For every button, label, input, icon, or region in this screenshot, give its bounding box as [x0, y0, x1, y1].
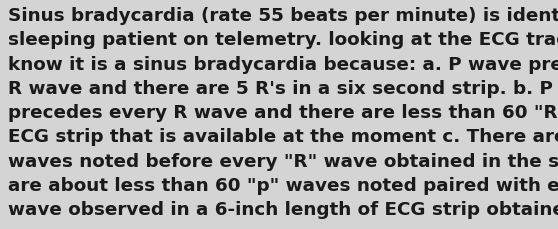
- Text: Sinus bradycardia (rate 55 beats per minute) is identified in a
sleeping patient: Sinus bradycardia (rate 55 beats per min…: [8, 7, 558, 218]
